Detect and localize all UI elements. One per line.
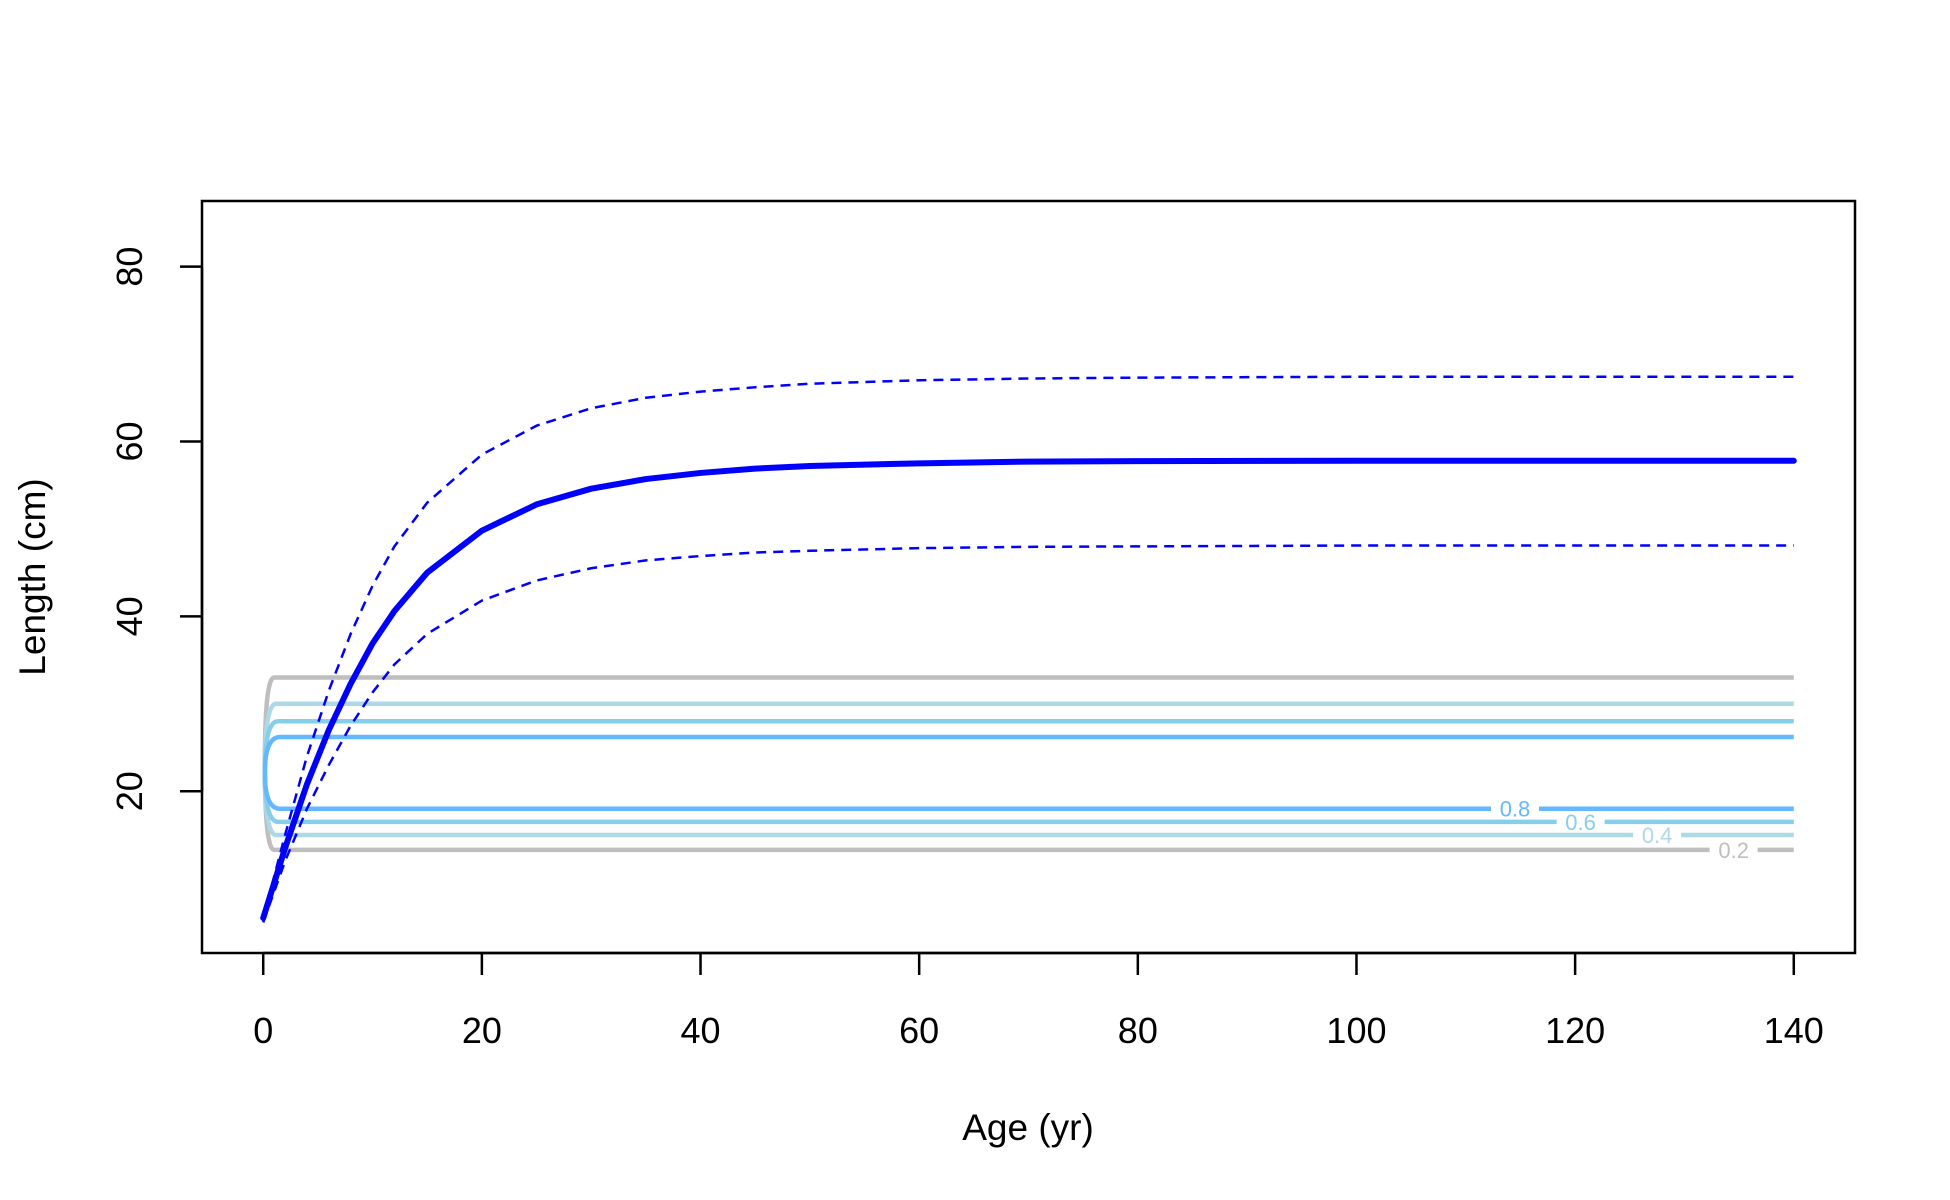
- y-axis: 20 40 60 80: [109, 247, 204, 811]
- x-tick-label: 0: [253, 1010, 273, 1051]
- y-tick-label: 60: [109, 421, 150, 461]
- contour-label: 0.4: [1642, 823, 1673, 848]
- y-axis-label: Length (cm): [12, 478, 53, 675]
- contour-label: 0.8: [1500, 797, 1531, 822]
- contour-line: [262, 734, 1794, 811]
- series-growth-mean: [260, 457, 1797, 922]
- contour-label: 0.6: [1565, 810, 1596, 835]
- x-tick-label: 80: [1118, 1010, 1158, 1051]
- x-axis: 0 20 40 60 80 100 120 140: [253, 951, 1824, 1051]
- contour-label-gap: [1633, 824, 1682, 845]
- contour-label-gap: [1490, 798, 1539, 819]
- y-tick-label: 40: [109, 596, 150, 636]
- contour-label-gap: [1556, 811, 1605, 832]
- x-tick-label: 120: [1545, 1010, 1605, 1051]
- y-tick-label: 20: [109, 771, 150, 811]
- plot-frame: [200, 199, 1857, 955]
- series-growth-lower: [262, 544, 1794, 923]
- contour-label-gap: [1709, 839, 1758, 860]
- x-tick-label: 40: [681, 1010, 721, 1051]
- x-axis-label: Age (yr): [962, 1107, 1094, 1148]
- series-growth-upper: [262, 375, 1794, 919]
- growth-curves: [260, 375, 1797, 923]
- contour-label: 0.2: [1718, 838, 1749, 863]
- x-tick-label: 60: [899, 1010, 939, 1051]
- x-tick-label: 20: [462, 1010, 502, 1051]
- x-tick-label: 140: [1764, 1010, 1824, 1051]
- y-tick-label: 80: [109, 247, 150, 287]
- contour-lines: 0.2 0.4 0.6 0.8: [262, 675, 1794, 863]
- x-tick-label: 100: [1326, 1010, 1386, 1051]
